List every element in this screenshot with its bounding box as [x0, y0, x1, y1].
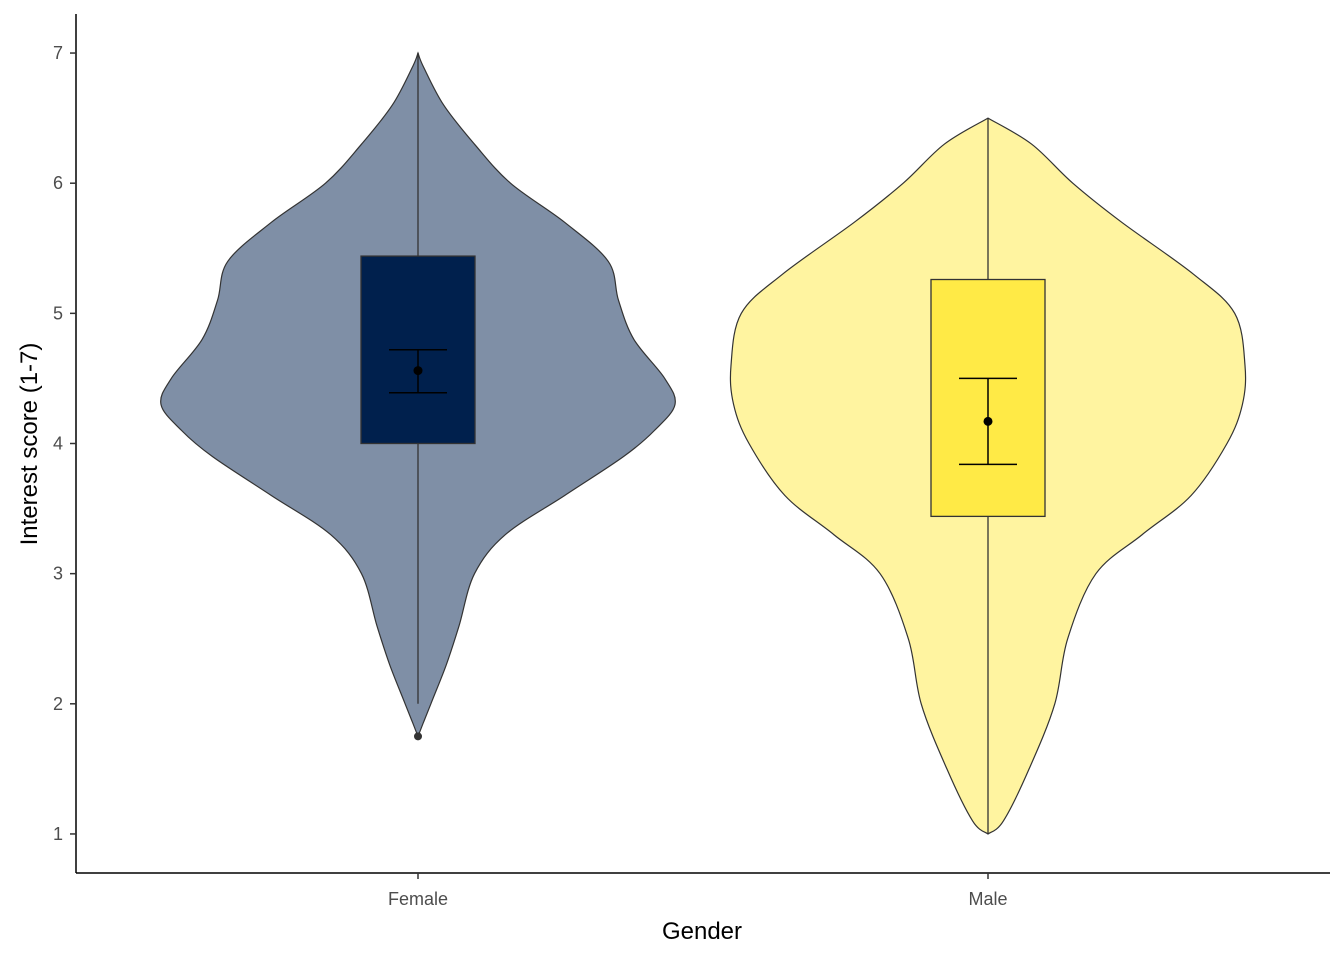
y-tick-label-6: 6 — [53, 173, 63, 193]
mean-point-female — [413, 366, 423, 376]
x-axis-ticks: Female Male — [388, 873, 1008, 909]
y-tick-label-4: 4 — [53, 434, 63, 454]
x-tick-label-male: Male — [968, 889, 1007, 909]
y-axis-ticks: 1 2 3 4 5 6 7 — [53, 43, 76, 844]
group-female — [160, 51, 676, 741]
mean-point-male — [983, 416, 993, 426]
y-tick-label-7: 7 — [53, 43, 63, 63]
y-tick-label-5: 5 — [53, 303, 63, 323]
group-male — [729, 117, 1247, 835]
x-axis-title: Gender — [662, 918, 742, 945]
x-tick-label-female: Female — [388, 889, 448, 909]
outlier-female-0 — [414, 732, 422, 741]
y-tick-label-3: 3 — [53, 564, 63, 584]
plot-area — [160, 51, 1247, 835]
y-axis-title: Interest score (1-7) — [16, 343, 43, 546]
y-tick-label-2: 2 — [53, 694, 63, 714]
y-tick-label-1: 1 — [53, 824, 63, 844]
